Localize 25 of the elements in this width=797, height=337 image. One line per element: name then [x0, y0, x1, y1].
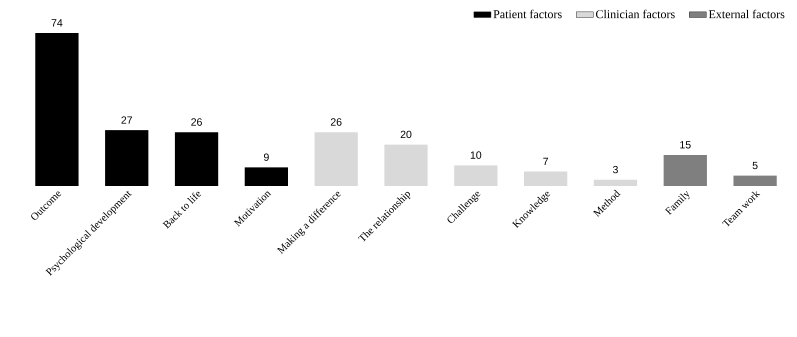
data-label: 3	[612, 166, 618, 174]
legend-label: Patient factors	[493, 10, 562, 18]
bar	[664, 154, 707, 186]
data-label: 74	[52, 19, 62, 26]
data-label: 15	[680, 141, 691, 148]
bar	[384, 144, 428, 186]
data-label: 10	[470, 151, 482, 159]
bar	[454, 165, 498, 186]
bar	[174, 132, 218, 186]
legend-label: External factors	[708, 10, 784, 18]
data-label: 7	[543, 158, 548, 166]
data-label: 26	[330, 118, 342, 126]
bar	[244, 167, 288, 186]
data-label: 9	[264, 153, 269, 161]
bar	[105, 130, 148, 186]
data-label: 27	[121, 116, 132, 124]
legend-label: Clinician factors	[596, 10, 675, 18]
data-label: 20	[400, 130, 412, 138]
bar	[733, 176, 777, 186]
bar	[35, 33, 79, 186]
bar	[314, 132, 358, 186]
bar	[524, 172, 568, 186]
bar	[594, 180, 638, 186]
data-label: 26	[191, 118, 202, 126]
data-label: 5	[752, 162, 758, 170]
